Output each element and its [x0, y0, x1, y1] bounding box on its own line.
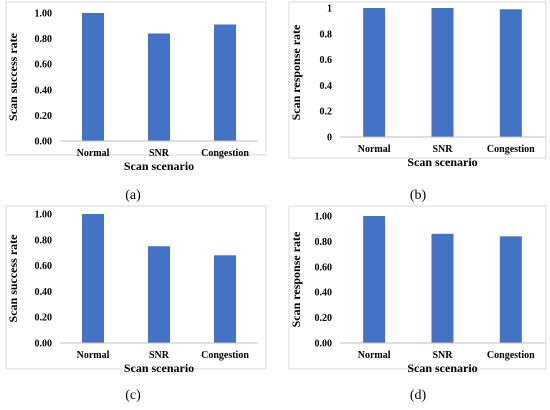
y-tick-label: 0.4: [320, 81, 333, 92]
x-tick-label: Congestion: [487, 144, 535, 155]
chart-panel-a: 0.00 0.20 0.40 0.60 0.80 1.00 Normal SNR Congest…: [5, 1, 267, 203]
y-tick-label: 0.60: [35, 261, 53, 272]
bar-congestion: [499, 236, 522, 343]
x-tick-label: Normal: [358, 144, 391, 155]
bar-congestion: [214, 255, 236, 343]
y-tick-label: 1: [327, 4, 332, 15]
y-axis-title: Scan success rate: [6, 234, 20, 323]
y-axis-title: Scan response rate: [289, 24, 303, 120]
bar-snr: [148, 246, 170, 343]
y-tick-label: 0.80: [315, 237, 333, 248]
x-tick-label: SNR: [149, 148, 170, 159]
bar-snr: [148, 33, 170, 142]
chart-panel-c: 0.00 0.20 0.40 0.60 0.80 1.00 Normal SNR Congest…: [5, 205, 267, 403]
y-tick-label: 0.8: [320, 29, 333, 40]
x-tick-label: Normal: [77, 350, 110, 361]
x-tick-label: SNR: [149, 350, 170, 361]
y-tick-label: 0.20: [35, 111, 53, 122]
bar-snr: [431, 8, 454, 137]
bar-snr: [431, 233, 454, 343]
x-tick-label: Congestion: [201, 350, 249, 361]
y-tick-label: 0.20: [35, 313, 53, 324]
bar-congestion: [499, 9, 522, 137]
y-tick-label: 0.80: [35, 34, 53, 45]
y-tick-label: 1.00: [35, 9, 53, 20]
y-tick-label: 1.00: [35, 210, 53, 221]
x-tick-label: SNR: [432, 144, 453, 155]
panel-caption: (b): [410, 188, 427, 203]
y-tick-label: 0.60: [35, 60, 53, 71]
chart-panel-b: 0 0.2 0.4 0.6 0.8 1 Normal SNR Congestion Scan sc…: [288, 1, 547, 203]
x-axis-title: Scan scenario: [407, 155, 477, 169]
y-tick-label: 0.40: [35, 85, 53, 96]
bar-normal: [82, 214, 104, 343]
x-tick-label: Congestion: [487, 350, 535, 361]
x-tick-label: Normal: [358, 350, 391, 361]
x-tick-label: Normal: [77, 148, 110, 159]
y-tick-label: 0: [327, 133, 332, 144]
y-tick-label: 1.00: [315, 212, 333, 223]
y-tick-label: 0.40: [315, 288, 333, 299]
y-axis-title: Scan success rate: [6, 32, 20, 121]
x-axis-title: Scan scenario: [124, 361, 194, 375]
bar-normal: [363, 216, 386, 343]
y-tick-label: 0.60: [315, 262, 333, 273]
y-tick-label: 0.20: [315, 313, 333, 324]
y-axis-title: Scan response rate: [289, 231, 303, 327]
x-axis-title: Scan scenario: [407, 361, 477, 375]
y-tick-label: 0.80: [35, 235, 53, 246]
y-tick-label: 0.40: [35, 287, 53, 298]
chart-panel-d: 0.00 0.20 0.40 0.60 0.80 1.00 Normal SNR Congest…: [288, 205, 547, 403]
y-tick-label: 0.6: [320, 55, 333, 66]
bar-normal: [363, 8, 386, 137]
panel-caption: (c): [125, 388, 141, 403]
y-tick-label: 0.00: [35, 137, 53, 148]
panel-caption: (a): [125, 188, 141, 203]
bar-normal: [82, 13, 104, 141]
x-tick-label: Congestion: [201, 148, 249, 159]
y-tick-label: 0.00: [315, 339, 333, 350]
y-tick-label: 0.2: [320, 107, 333, 118]
x-tick-label: SNR: [432, 350, 453, 361]
y-tick-label: 0.00: [35, 339, 53, 350]
bar-congestion: [214, 24, 236, 141]
x-axis-title: Scan scenario: [124, 159, 194, 173]
panel-caption: (d): [410, 388, 427, 403]
